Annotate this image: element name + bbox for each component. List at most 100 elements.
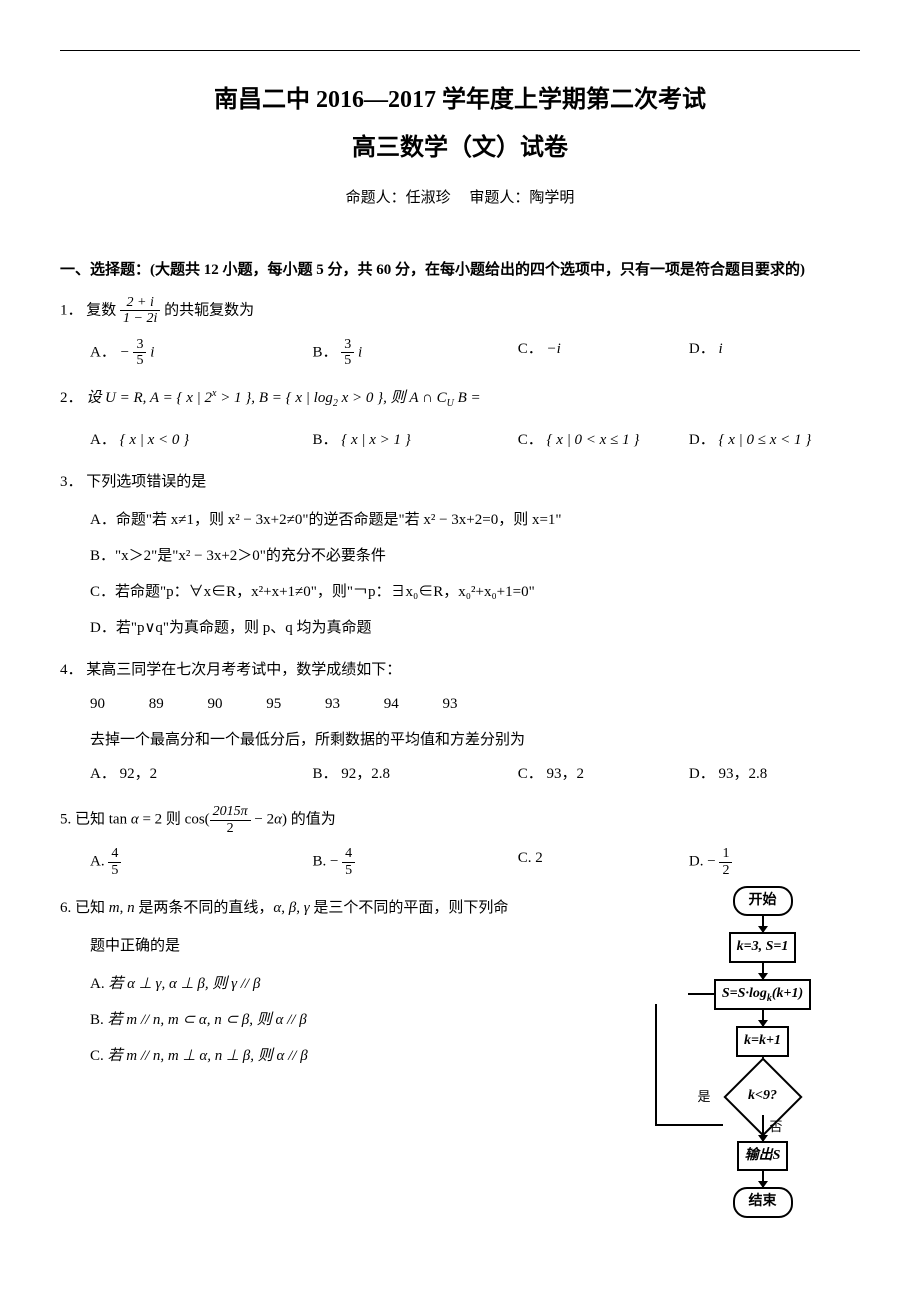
q5-frac: 2015π 2	[210, 804, 251, 836]
q5-optB-num: 4	[342, 846, 355, 862]
q5-optD-prefix: −	[707, 853, 715, 869]
q2-optD: D． { x | 0 ≤ x < 1 }	[689, 428, 860, 452]
q5-optB-frac: 4 5	[342, 846, 355, 878]
question-4: 4． 某高三同学在七次月考考试中，数学成绩如下： 90 89 90 95 93 …	[60, 658, 860, 786]
q1-stem-post: 的共轭复数为	[164, 302, 254, 318]
q5-optA-num: 4	[108, 846, 121, 862]
q4-optB-text: 92，2.8	[341, 766, 390, 782]
q2-optA-text: { x | x < 0 }	[120, 432, 190, 448]
q5-num: 5.	[60, 812, 71, 828]
q4-stem-text: 某高三同学在七次月考考试中，数学成绩如下：	[86, 662, 401, 678]
question-3: 3． 下列选项错误的是 A．命题"若 x≠1，则 x² − 3x+2≠0"的逆否…	[60, 470, 860, 640]
q2-optB-label: B．	[312, 432, 337, 448]
q5-optC-label: C.	[518, 850, 532, 866]
q1-optA-den: 5	[133, 353, 146, 368]
fc-out-text: 输出S	[745, 1148, 781, 1163]
q6-optA: A. 若 α ⊥ γ, α ⊥ β, 则 γ // β	[60, 972, 560, 996]
q1-optB-num: 3	[341, 337, 354, 353]
q1-num: 1．	[60, 302, 83, 318]
q1-optB: B． 3 5 i	[312, 337, 517, 369]
q3-optD: D．若"p∨q"为真命题，则 p、q 均为真命题	[60, 616, 860, 640]
fc-end: 结束	[733, 1187, 793, 1217]
q2-stem: 2． 设 U = R, A = { x | 2x > 1 }, B = { x …	[60, 386, 860, 412]
q3-num: 3．	[60, 474, 83, 490]
fc-label-no: 否	[770, 1117, 783, 1138]
q1-optA-frac: 3 5	[133, 337, 146, 369]
q4-data: 90 89 90 95 93 94 93	[60, 692, 860, 716]
q3-optC: C．若命题"p：∀x∈R，x²+x+1≠0"，则"￢p：∃x₀∈R，x₀²+x₀…	[60, 580, 860, 604]
q1-optA-num: 3	[133, 337, 146, 353]
q2-optC-label: C．	[518, 432, 543, 448]
title-line1: 南昌二中 2016—2017 学年度上学期第二次考试	[60, 81, 860, 119]
q5-optA-den: 5	[108, 863, 121, 878]
q4-stem: 4． 某高三同学在七次月考考试中，数学成绩如下：	[60, 658, 860, 682]
q4-d1: 89	[149, 692, 204, 716]
q5-stem-post: − 2α) 的值为	[251, 812, 336, 828]
q5-optA-label: A.	[90, 853, 105, 869]
q4-optC-label: C．	[518, 766, 543, 782]
question-5: 5. 已知 tan α = 2 则 cos( 2015π 2 − 2α) 的值为…	[60, 804, 860, 878]
q1-optA-suffix: i	[150, 344, 154, 360]
q2-optA: A． { x | x < 0 }	[90, 428, 312, 452]
q4-optA-label: A．	[90, 766, 116, 782]
q2-optD-label: D．	[689, 432, 715, 448]
fc-cond: k<9? 是	[723, 1079, 803, 1115]
q1-frac-den: 1 − 2i	[120, 311, 160, 326]
q1-optB-den: 5	[341, 353, 354, 368]
q3-optA: A．命题"若 x≠1，则 x² − 3x+2≠0"的逆否命题是"若 x² − 3…	[60, 508, 860, 532]
q5-options: A. 4 5 B. − 4 5 C. 2 D. − 1 2	[60, 846, 860, 878]
q3-optB: B．"x＞2"是"x² − 3x+2＞0"的充分不必要条件	[60, 544, 860, 568]
q2-optC: C． { x | 0 < x ≤ 1 }	[518, 428, 689, 452]
fc-back-entry	[688, 993, 714, 995]
q5-frac-num: 2015π	[210, 804, 251, 820]
q4-optD: D． 93，2.8	[689, 762, 860, 786]
q4-optC: C． 93，2	[518, 762, 689, 786]
q1-optD: D． i	[689, 337, 860, 369]
fc-back-vert	[655, 1004, 657, 1126]
section-header: 一、选择题：(大题共 12 小题，每小题 5 分，共 60 分，在每小题给出的四…	[60, 255, 860, 285]
q1-options: A． − 3 5 i B． 3 5 i C． − i D． i	[60, 337, 860, 369]
q4-optA: A． 92，2	[90, 762, 312, 786]
title-line2: 高三数学（文）试卷	[60, 129, 860, 167]
fc-arrow-6	[762, 1171, 764, 1187]
q4-d4: 93	[325, 692, 380, 716]
q5-frac-den: 2	[210, 821, 251, 836]
q4-optB: B． 92，2.8	[312, 762, 517, 786]
q5-optD-num: 1	[719, 846, 732, 862]
q1-fraction: 2 + i 1 − 2i	[120, 295, 160, 327]
q4-d6: 93	[443, 692, 498, 716]
q1-optA-prefix: −	[120, 344, 130, 360]
q1-optB-suffix: i	[358, 344, 362, 360]
q2-optC-text: { x | 0 < x ≤ 1 }	[547, 432, 640, 448]
q5-optB-prefix: −	[330, 853, 338, 869]
fc-proc: S=S·logk(k+1)	[714, 979, 811, 1011]
q5-optD: D. − 1 2	[689, 846, 860, 878]
fc-proc-text: S=S·logk(k+1)	[722, 986, 803, 1001]
fc-label-yes: 是	[698, 1087, 711, 1108]
q1-optB-label: B．	[312, 344, 337, 360]
q3-stem-text: 下列选项错误的是	[86, 474, 206, 490]
top-rule	[60, 50, 860, 51]
q1-optC-label: C．	[518, 341, 543, 357]
q5-optD-label: D.	[689, 853, 704, 869]
question-6: 6. 已知 m, n 是两条不同的直线，α, β, γ 是三个不同的平面，则下列…	[60, 896, 860, 1068]
q1-optA: A． − 3 5 i	[90, 337, 312, 369]
q1-frac-num: 2 + i	[120, 295, 160, 311]
q5-optA-frac: 4 5	[108, 846, 121, 878]
q2-stem-text: 设 U = R, A = { x | 2x > 1 }, B = { x | l…	[86, 390, 480, 406]
q5-stem: 5. 已知 tan α = 2 则 cos( 2015π 2 − 2α) 的值为	[60, 804, 860, 836]
q5-optB: B. − 4 5	[312, 846, 517, 878]
q6-stem-cont: 题中正确的是	[60, 934, 560, 958]
q4-stem2-text: 去掉一个最高分和一个最低分后，所剩数据的平均值和方差分别为	[90, 732, 525, 748]
q4-optA-text: 92，2	[120, 766, 158, 782]
q4-d2: 90	[208, 692, 263, 716]
q4-d5: 94	[384, 692, 439, 716]
author-line: 命题人：任淑珍 审题人：陶学明	[60, 186, 860, 210]
q1-stem: 1． 复数 2 + i 1 − 2i 的共轭复数为	[60, 295, 860, 327]
q4-optD-text: 93，2.8	[718, 766, 767, 782]
fc-init: k=3, S=1	[729, 932, 797, 962]
q5-optB-den: 5	[342, 863, 355, 878]
q2-optD-text: { x | 0 ≤ x < 1 }	[718, 432, 811, 448]
fc-arrow-1	[762, 916, 764, 932]
fc-arrow-3	[762, 1010, 764, 1026]
